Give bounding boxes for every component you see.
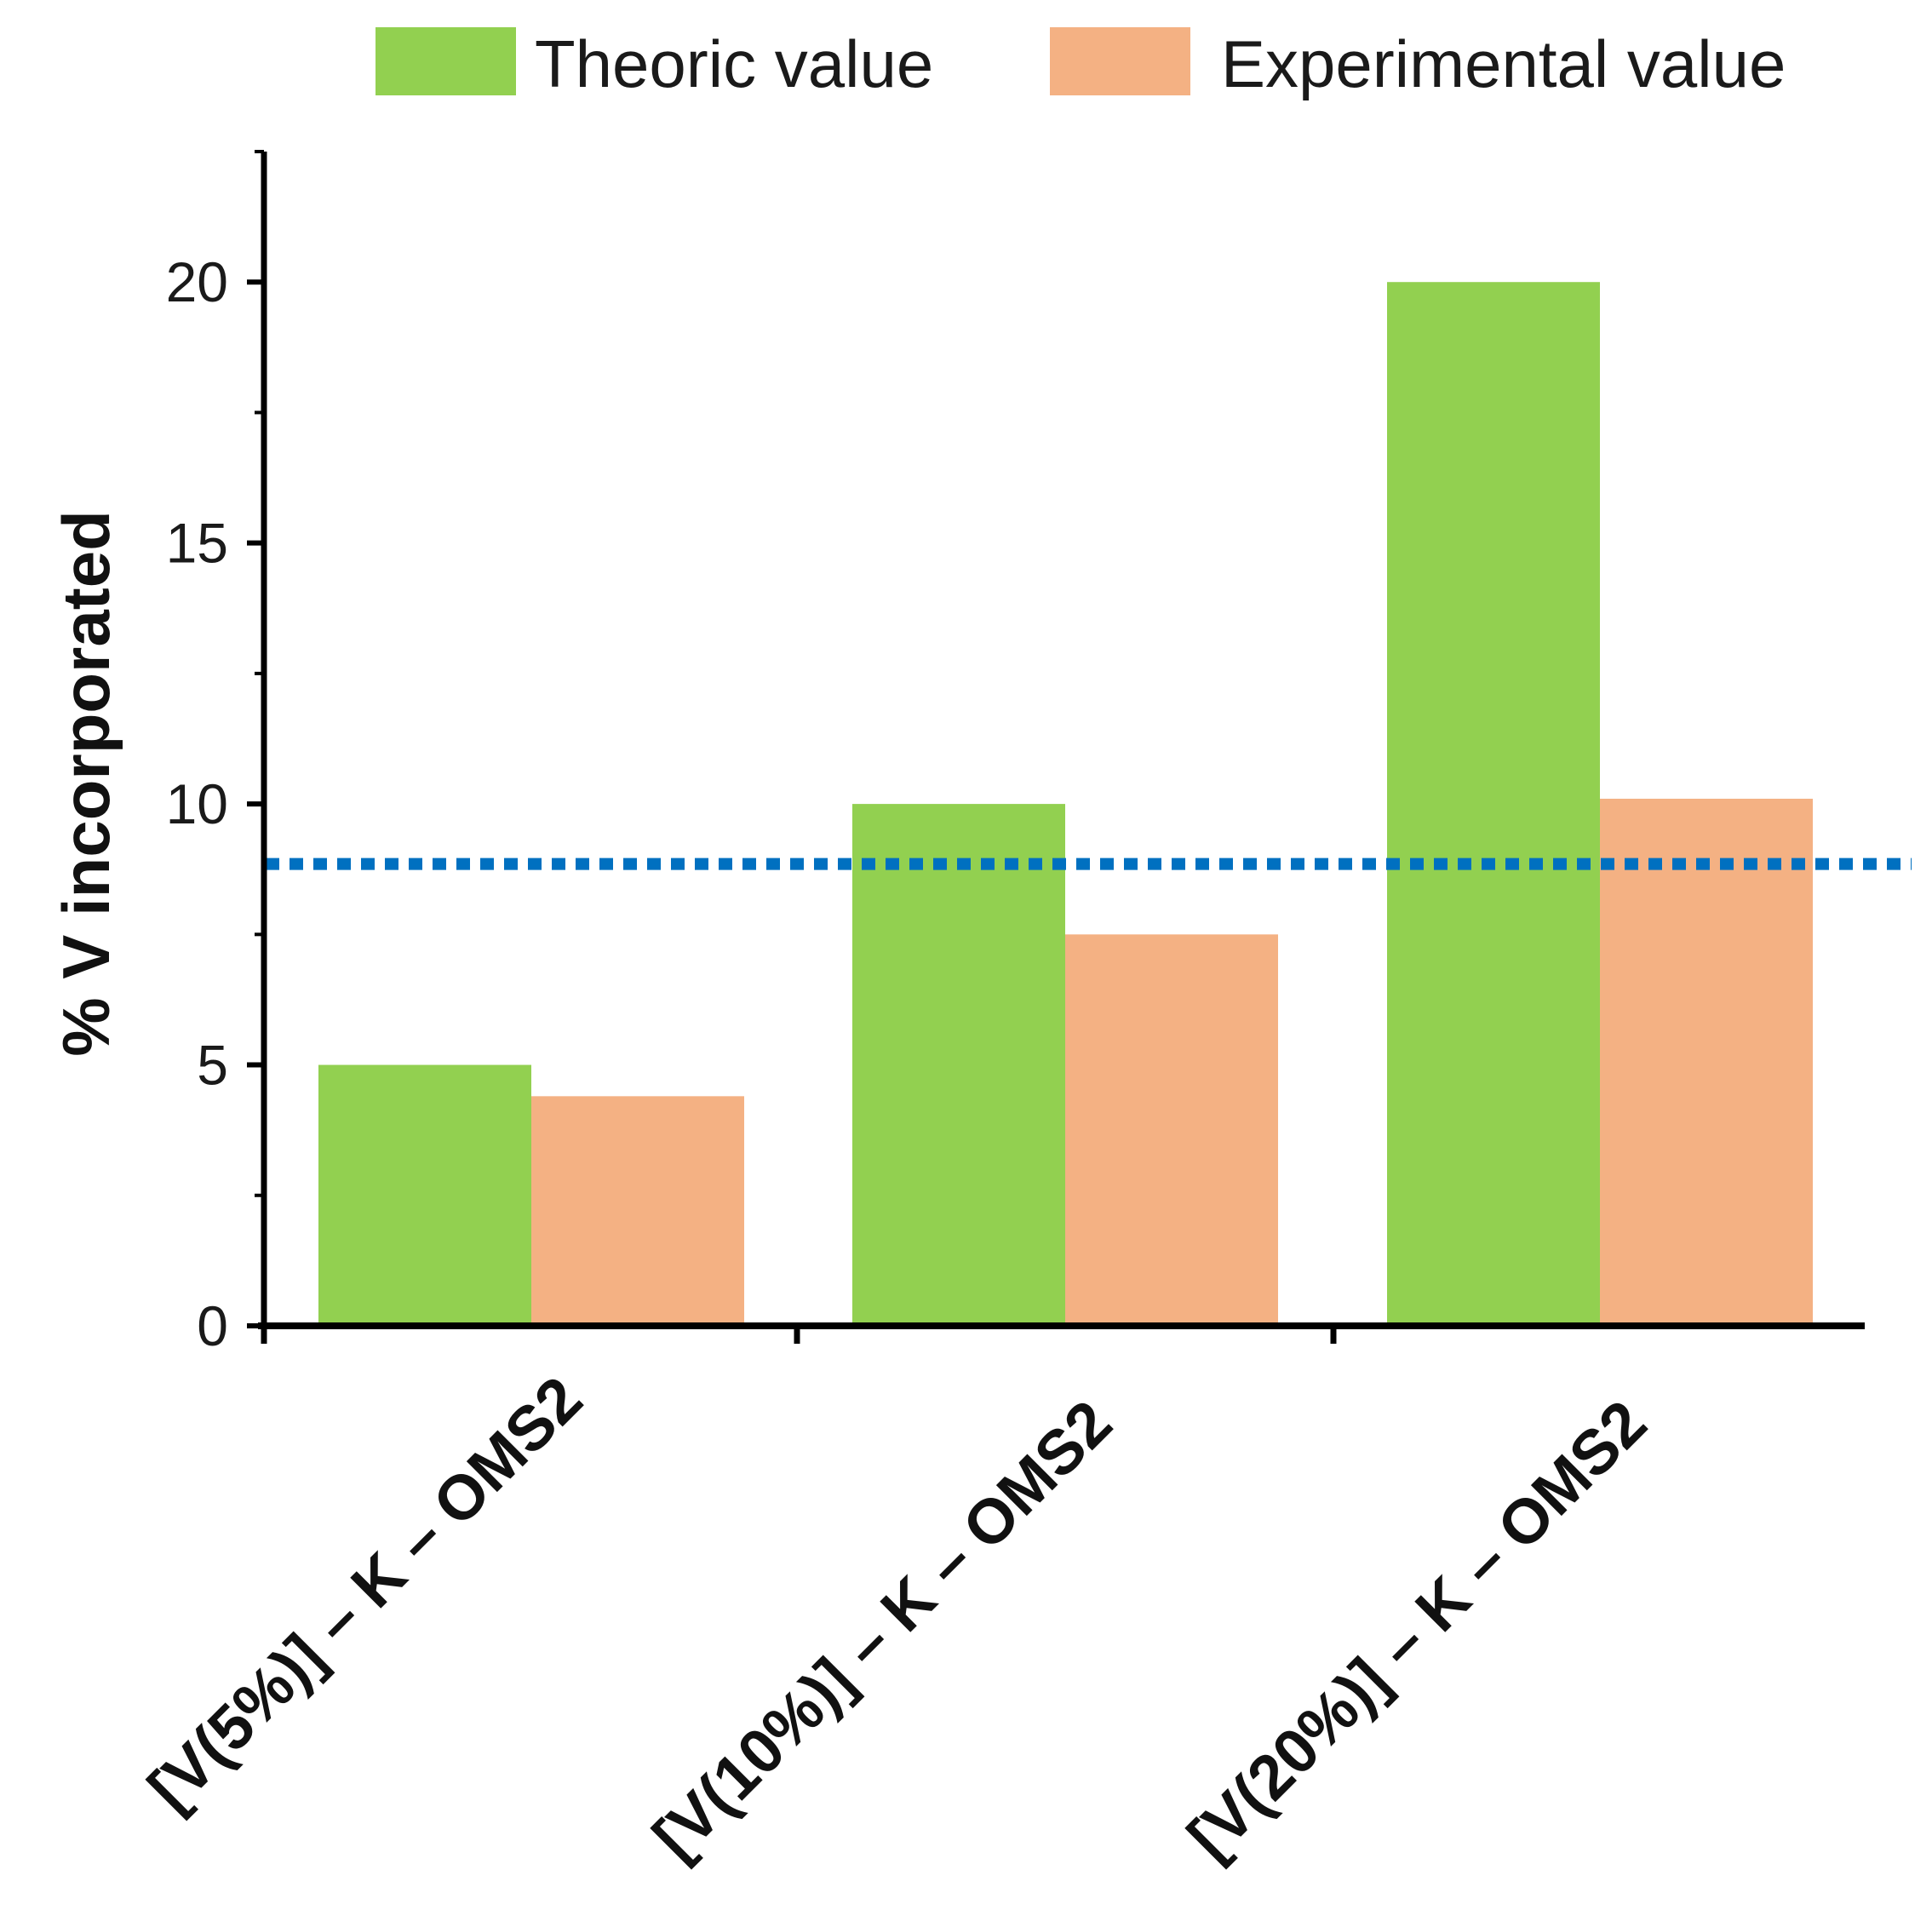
- y-tick-label-10: 10: [166, 772, 228, 835]
- bar-experimental-v5: [531, 1096, 744, 1326]
- x-ticks: [261, 1326, 1337, 1344]
- y-tick-labels: 0 5 10 15 20: [166, 250, 228, 1357]
- bar-theoric-v5: [318, 1064, 531, 1326]
- y-tick-label-20: 20: [166, 250, 228, 313]
- category-label-v10: [V(10%)] – K – OMS2: [639, 1387, 1125, 1873]
- bars: [318, 282, 1813, 1327]
- legend: Theoric value Experimental value: [376, 26, 1786, 101]
- y-axis-title: % V incorporated: [49, 510, 123, 1056]
- y-minor-ticks: [255, 150, 264, 1197]
- y-tick-label-5: 5: [197, 1034, 228, 1097]
- category-label-v5: [V(5%)] – K – OMS2: [135, 1363, 595, 1824]
- legend-swatch-experimental: [1050, 27, 1190, 95]
- legend-swatch-theoric: [376, 27, 516, 95]
- bar-experimental-v20: [1600, 798, 1813, 1326]
- category-label-v20: [V(20%)] – K – OMS2: [1174, 1387, 1660, 1873]
- bar-theoric-v20: [1387, 282, 1600, 1327]
- y-tick-label-0: 0: [197, 1294, 228, 1357]
- legend-label-theoric: Theoric value: [535, 26, 933, 101]
- bar-theoric-v10: [852, 804, 1065, 1326]
- y-tick-label-15: 15: [166, 512, 228, 575]
- bar-experimental-v10: [1065, 934, 1278, 1326]
- category-labels: [V(5%)] – K – OMS2 [V(10%)] – K – OMS2 […: [135, 1363, 1660, 1873]
- legend-label-experimental: Experimental value: [1221, 26, 1786, 101]
